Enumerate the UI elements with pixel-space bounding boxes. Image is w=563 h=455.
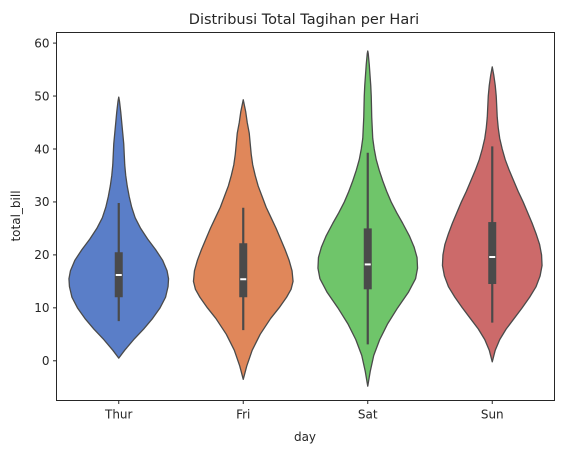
violin-fri	[192, 99, 294, 380]
x-tick-label: Sat	[358, 408, 378, 422]
y-tick-label: 0	[42, 354, 50, 368]
y-tick-label: 20	[34, 248, 49, 262]
y-tick-label: 60	[34, 36, 49, 50]
violin-iqr-box	[239, 243, 248, 298]
y-tick-label: 50	[34, 89, 49, 103]
violin-sat	[317, 50, 419, 387]
violin-iqr-box	[363, 228, 372, 290]
violins-layer	[68, 50, 543, 387]
violin-iqr-box	[488, 222, 497, 285]
violin-thur	[68, 96, 170, 359]
y-axis-ticks: 0 10 20 30 40 50 60	[34, 36, 57, 368]
x-tick-label: Fri	[236, 408, 250, 422]
plot-frame	[56, 32, 555, 401]
x-axis-label: day	[294, 430, 316, 444]
x-axis-ticks: Thur Fri Sat Sun	[104, 400, 504, 422]
x-tick-label: Sun	[481, 408, 504, 422]
chart-title: Distribusi Total Tagihan per Hari	[189, 12, 419, 28]
y-tick-label: 40	[34, 142, 49, 156]
x-tick-label: Thur	[104, 408, 133, 422]
y-axis-label: total_bill	[9, 190, 23, 241]
violin-sun	[441, 66, 543, 363]
y-tick-label: 30	[34, 195, 49, 209]
y-tick-label: 10	[34, 301, 49, 315]
